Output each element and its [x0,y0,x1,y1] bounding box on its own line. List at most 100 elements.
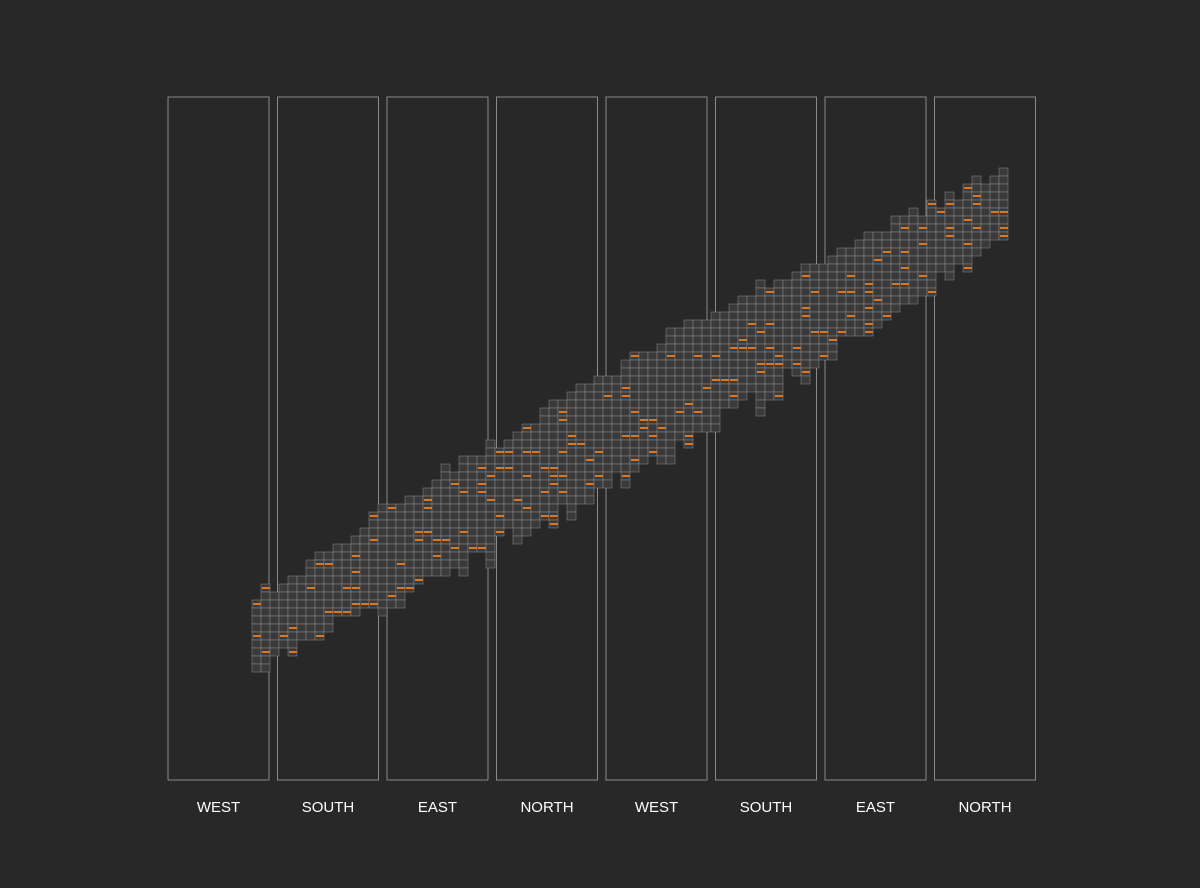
cladding-cell [836,319,847,329]
cladding-cell [701,343,712,353]
cladding-cell [404,551,415,561]
cladding-cell [557,463,568,473]
cladding-cell [683,375,694,385]
cladding-accent [775,355,783,357]
cladding-cell [386,575,397,585]
cladding-cell [890,303,901,313]
cladding-cell [521,495,532,505]
cladding-accent [280,635,288,637]
cladding-accent [964,187,972,189]
cladding-cell [953,239,964,249]
cladding-accent [937,211,945,213]
cladding-cell [836,263,847,273]
cladding-cell [791,279,802,289]
cladding-cell [512,519,523,529]
cladding-cell [341,599,352,609]
cladding-cell [638,447,649,457]
cladding-cell [404,519,415,529]
cladding-accent [901,283,909,285]
cladding-cell [818,263,829,273]
cladding-cell [818,295,829,305]
cladding-cell [647,375,658,385]
cladding-cell [791,351,802,361]
cladding-cell [314,599,325,609]
cladding-accent [352,571,360,573]
cladding-cell [863,247,874,257]
cladding-accent [595,451,603,453]
cladding-cell [314,583,325,593]
cladding-cell [458,551,469,561]
cladding-cell [989,175,1000,185]
cladding-cell [701,351,712,361]
cladding-accent [640,419,648,421]
cladding-cell [872,287,883,297]
cladding-cell [710,399,721,409]
cladding-cell [800,319,811,329]
cladding-cell [953,223,964,233]
cladding-cell [755,351,766,361]
cladding-cell [314,551,325,561]
cladding-cell [377,575,388,585]
cladding-cell [260,591,271,601]
cladding-cell [539,447,550,457]
cladding-cell [746,351,757,361]
cladding-cell [593,431,604,441]
cladding-cell [665,335,676,345]
cladding-cell [926,215,937,225]
cladding-cell [269,591,280,601]
cladding-accent [424,499,432,501]
cladding-cell [782,351,793,361]
elevation-panel [386,96,489,781]
cladding-accent [802,275,810,277]
cladding-cell [818,271,829,281]
cladding-cell [377,559,388,569]
cladding-cell [575,479,586,489]
cladding-cell [854,327,865,337]
cladding-cell [836,279,847,289]
cladding-accent [919,275,927,277]
cladding-accent [559,411,567,413]
cladding-cell [629,391,640,401]
cladding-cell [845,319,856,329]
cladding-cell [449,495,460,505]
cladding-cell [485,479,496,489]
cladding-accent [748,323,756,325]
cladding-cell [710,367,721,377]
cladding-cell [845,303,856,313]
cladding-accent [433,539,441,541]
cladding-accent [559,475,567,477]
cladding-cell [548,423,559,433]
cladding-accent [586,459,594,461]
cladding-cell [611,391,622,401]
cladding-cell [323,551,334,561]
cladding-cell [332,599,343,609]
cladding-cell [890,215,901,225]
cladding-cell [440,487,451,497]
cladding-cell [377,527,388,537]
cladding-cell [485,439,496,449]
cladding-cell [377,607,388,617]
cladding-accent [451,547,459,549]
cladding-cell [440,511,451,521]
cladding-cell [638,383,649,393]
cladding-cell [872,231,883,241]
cladding-cell [647,359,658,369]
cladding-accent [514,499,522,501]
cladding-cell [503,455,514,465]
cladding-cell [890,247,901,257]
cladding-cell [908,287,919,297]
cladding-accent [847,315,855,317]
cladding-cell [395,551,406,561]
cladding-cell [926,207,937,217]
cladding-cell [467,535,478,545]
cladding-cell [485,543,496,553]
cladding-cell [260,655,271,665]
cladding-cell [791,287,802,297]
cladding-cell [935,231,946,241]
cladding-cell [638,391,649,401]
cladding-cell [485,455,496,465]
cladding-cell [332,559,343,569]
cladding-cell [629,463,640,473]
cladding-cell [962,191,973,201]
